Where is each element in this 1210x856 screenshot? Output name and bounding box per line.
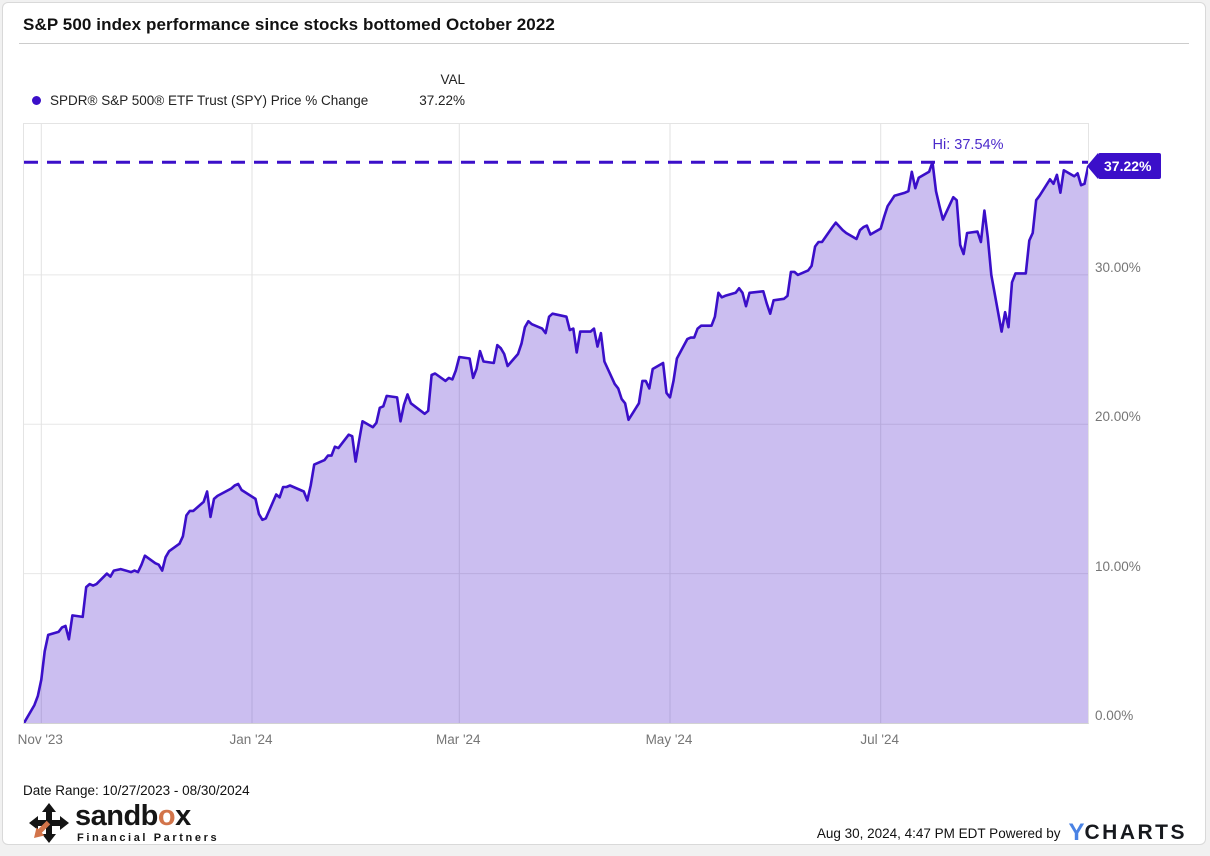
x-axis-label: Mar '24	[435, 732, 481, 747]
page-title: S&P 500 index performance since stocks b…	[23, 15, 555, 34]
high-value-label: Hi: 37.54%	[932, 137, 1004, 153]
x-axis-label: Jan '24	[229, 732, 273, 747]
ycharts-logo-y: Y	[1068, 819, 1085, 846]
sandbox-orange-o: o	[157, 800, 176, 832]
powered-by-row: Aug 30, 2024, 4:47 PM EDT Powered by Y C…	[817, 821, 1187, 845]
move-arrows-icon	[29, 803, 69, 843]
marker-arrow-icon	[1087, 153, 1098, 179]
timestamp-label: Aug 30, 2024, 4:47 PM EDT Powered by	[816, 825, 1061, 841]
plot-area	[23, 123, 1089, 724]
sandbox-subtitle: Financial Partners	[77, 832, 220, 844]
y-axis-label: 20.00%	[1095, 409, 1141, 425]
legend-val-header: VAL	[440, 72, 465, 87]
legend-series-label: SPDR® S&P 500® ETF Trust (SPY) Price % C…	[50, 93, 369, 108]
y-axis-label: 0.00%	[1095, 708, 1134, 723]
marker-value: 37.22%	[1098, 153, 1162, 179]
sandbox-logo: sandbox Financial Partners	[29, 802, 219, 844]
sandbox-logo-text: sandbox Financial Partners	[75, 800, 220, 845]
y-axis-label: 30.00%	[1095, 259, 1141, 275]
x-axis-label: May '24	[645, 732, 693, 747]
legend-series-dot-icon	[32, 96, 41, 105]
area-chart	[24, 124, 1088, 723]
chart-card: S&P 500 index performance since stocks b…	[2, 2, 1206, 845]
legend-val-value: 37.22%	[419, 93, 465, 108]
ycharts-logo-text: CHARTS	[1084, 821, 1187, 844]
x-axis-label: Nov '23	[17, 732, 63, 747]
sandbox-name: sandbox	[75, 800, 191, 832]
last-value-marker: 37.22%	[1087, 153, 1162, 179]
y-axis-label: 10.00%	[1095, 558, 1141, 574]
date-range-label: Date Range: 10/27/2023 - 08/30/2024	[23, 783, 250, 798]
x-axis-label: Jul '24	[860, 732, 900, 747]
title-divider	[19, 43, 1189, 44]
